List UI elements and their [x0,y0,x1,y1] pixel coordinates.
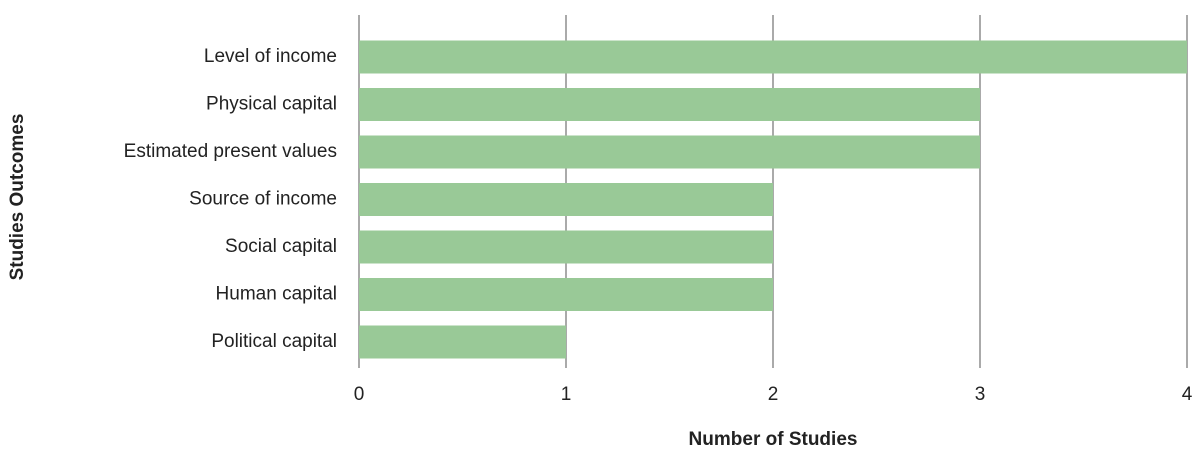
x-tick-label: 3 [975,384,986,405]
x-tick-label: 0 [354,384,365,405]
y-tick-label: Physical capital [206,94,337,115]
y-tick-label: Social capital [225,236,337,257]
x-tick-label: 2 [768,384,779,405]
bar [359,230,773,264]
y-tick-label: Estimated present values [124,141,337,162]
y-axis-title: Studies Outcomes [7,114,28,281]
x-tick-label: 4 [1182,384,1193,405]
bar [359,325,566,359]
y-tick-label: Human capital [216,284,337,305]
x-axis-title: Number of Studies [689,429,858,450]
y-tick-label: Political capital [211,331,337,352]
y-tick-label: Level of income [204,46,337,67]
bar [359,278,773,311]
bar [359,40,1187,74]
bar [359,88,980,121]
y-tick-label: Source of income [189,189,337,210]
bar [359,183,773,216]
bar [359,135,980,169]
x-tick-label: 1 [561,384,572,405]
